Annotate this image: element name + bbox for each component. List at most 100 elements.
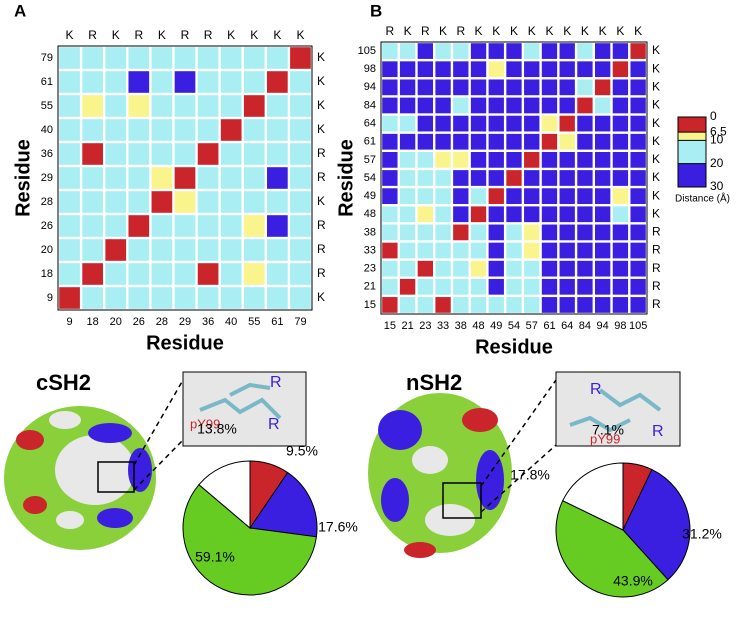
right-label: K [652, 134, 660, 148]
cell [290, 71, 311, 93]
cell [243, 95, 265, 117]
cell [506, 152, 522, 168]
x-tick-label: 38 [455, 320, 467, 332]
cell [595, 152, 611, 168]
cell [290, 167, 311, 189]
x-tick-label: 33 [437, 320, 449, 332]
x-tick-label: 61 [271, 316, 283, 328]
cell [59, 167, 80, 189]
cell [243, 47, 265, 69]
cell [220, 191, 242, 213]
cell [435, 61, 451, 78]
right-label: R [652, 261, 661, 275]
cell [541, 97, 558, 114]
cell [399, 297, 416, 313]
cell [82, 95, 103, 117]
cell [488, 170, 504, 186]
inset-label: pY99 [190, 416, 220, 431]
cell [453, 97, 469, 114]
pie-slice [622, 468, 691, 581]
cell [197, 167, 219, 189]
cell [174, 263, 196, 285]
cell [105, 95, 127, 117]
y-tick-label: 55 [41, 100, 53, 112]
cell [470, 79, 487, 96]
cell [382, 278, 398, 295]
cell [417, 61, 433, 78]
cell [82, 239, 103, 261]
cell [435, 115, 451, 132]
y-tick-label: 61 [41, 76, 53, 88]
cell [506, 61, 522, 78]
x-tick-label: 61 [543, 320, 555, 332]
cell [417, 297, 433, 313]
cell [59, 191, 80, 213]
cell [595, 43, 611, 59]
cell [197, 191, 219, 213]
cell [399, 115, 416, 132]
colorbar-tick-label: 0 [710, 109, 717, 123]
y-tick-label: 36 [41, 148, 53, 160]
x-tick-label: 84 [579, 320, 591, 332]
top-label: R [386, 24, 395, 38]
cell [470, 115, 487, 132]
cell [435, 170, 451, 186]
right-label: K [317, 74, 325, 88]
cell [470, 43, 487, 59]
cell [382, 97, 398, 114]
cell [524, 170, 540, 186]
cell [174, 287, 196, 309]
cell [612, 61, 629, 78]
cell [435, 206, 451, 223]
right-label: R [317, 218, 326, 232]
cell [382, 133, 398, 150]
cell [541, 170, 558, 186]
cell [174, 239, 196, 261]
top-label: K [492, 24, 500, 38]
cell [612, 97, 629, 114]
cell [417, 152, 433, 168]
cell [630, 61, 646, 78]
cell [470, 278, 487, 295]
cell [59, 215, 80, 237]
y-tick-label: 48 [364, 208, 376, 220]
pie-slice [249, 471, 318, 538]
cell [105, 119, 127, 141]
cshs2-structure [4, 406, 156, 550]
cell [612, 43, 629, 59]
cell [82, 287, 103, 309]
colorbar-segment [678, 140, 706, 164]
cell [577, 43, 593, 59]
cell [128, 263, 150, 285]
cell [559, 115, 575, 132]
cell [128, 287, 150, 309]
value-label: 7.1% [592, 422, 624, 438]
colorbar-segment [678, 163, 706, 187]
cell [506, 242, 522, 259]
cell [453, 152, 469, 168]
x-tick-label: 64 [561, 320, 573, 332]
top-label: R [134, 28, 143, 42]
cell [595, 260, 611, 277]
cell [524, 278, 540, 295]
y-tick-label: 54 [364, 172, 376, 184]
cell [612, 170, 629, 186]
value-label: 17.8% [510, 467, 550, 483]
cell [595, 61, 611, 78]
cell [435, 79, 451, 96]
cell [267, 119, 288, 141]
cell [453, 188, 469, 204]
cell [399, 79, 416, 96]
y-tick-label: 38 [364, 226, 376, 238]
cell [453, 242, 469, 259]
cell [595, 224, 611, 241]
cell [435, 260, 451, 277]
cshs2-inset [133, 371, 307, 491]
nsh2-inset [480, 371, 681, 513]
cell [399, 188, 416, 204]
cell [577, 79, 593, 96]
cell [559, 188, 575, 204]
cell [267, 143, 288, 165]
colorbar-tick-label: 20 [710, 156, 724, 170]
cell [506, 133, 522, 150]
